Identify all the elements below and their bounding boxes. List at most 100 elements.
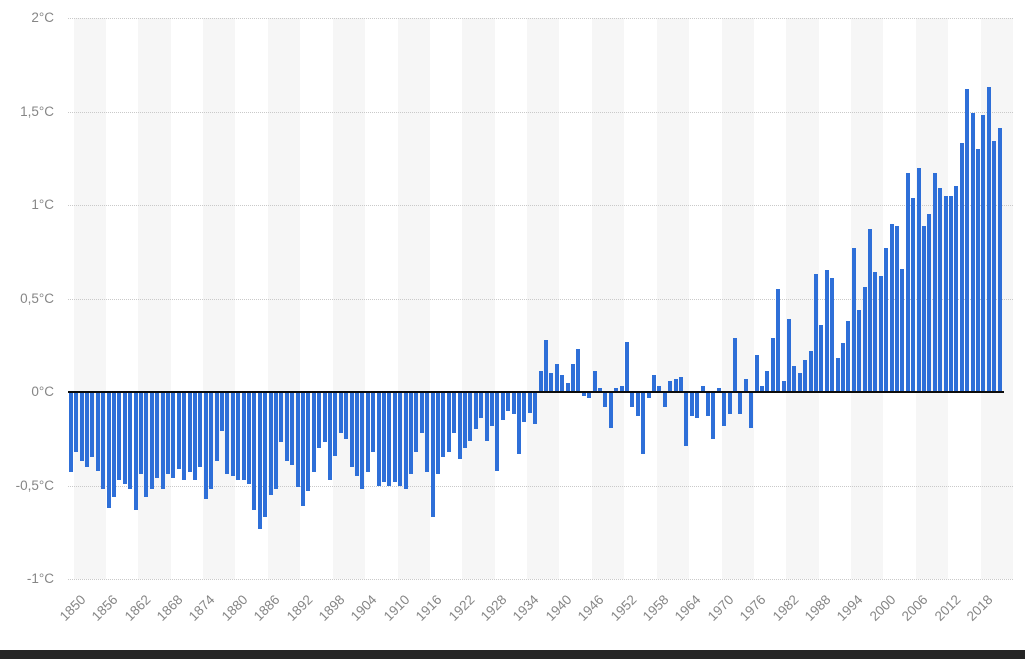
- bar-1925[interactable]: [473, 392, 478, 430]
- bar-1950[interactable]: [608, 392, 613, 428]
- bar-1904[interactable]: [360, 392, 365, 490]
- bar-1989[interactable]: [819, 324, 824, 392]
- bar-2019[interactable]: [981, 115, 986, 392]
- bar-1927[interactable]: [484, 392, 489, 441]
- bar-1944[interactable]: [576, 348, 581, 392]
- bar-1924[interactable]: [468, 392, 473, 441]
- bar-1876[interactable]: [209, 392, 214, 490]
- bar-1910[interactable]: [392, 392, 397, 482]
- bar-1953[interactable]: [624, 341, 629, 392]
- bar-1982[interactable]: [781, 380, 786, 392]
- bar-1929[interactable]: [495, 392, 500, 471]
- bar-2022[interactable]: [997, 128, 1002, 392]
- bar-2009[interactable]: [927, 214, 932, 392]
- bar-1968[interactable]: [705, 392, 710, 417]
- bar-2015[interactable]: [959, 143, 964, 392]
- bar-1854[interactable]: [90, 392, 95, 458]
- bar-2003[interactable]: [894, 225, 899, 392]
- bar-1930[interactable]: [500, 392, 505, 421]
- bar-1896[interactable]: [317, 392, 322, 449]
- bar-1889[interactable]: [279, 392, 284, 443]
- bar-2004[interactable]: [900, 268, 905, 392]
- bar-1928[interactable]: [489, 392, 494, 426]
- bar-1913[interactable]: [408, 392, 413, 475]
- bar-1882[interactable]: [241, 392, 246, 480]
- bar-1975[interactable]: [743, 378, 748, 392]
- bar-1998[interactable]: [867, 229, 872, 392]
- bar-1938[interactable]: [543, 339, 548, 392]
- bar-1879[interactable]: [225, 392, 230, 475]
- bar-1922[interactable]: [457, 392, 462, 460]
- bar-1999[interactable]: [873, 272, 878, 392]
- bar-1955[interactable]: [635, 392, 640, 417]
- bar-1940[interactable]: [554, 363, 559, 392]
- bar-1916[interactable]: [425, 392, 430, 473]
- bar-1880[interactable]: [230, 392, 235, 477]
- bar-1979[interactable]: [765, 371, 770, 392]
- bar-1902[interactable]: [349, 392, 354, 467]
- bar-1912[interactable]: [403, 392, 408, 490]
- bar-1969[interactable]: [711, 392, 716, 439]
- bar-1851[interactable]: [74, 392, 79, 452]
- bar-1937[interactable]: [538, 371, 543, 392]
- bar-1936[interactable]: [533, 392, 538, 424]
- bar-1973[interactable]: [732, 337, 737, 392]
- bar-1984[interactable]: [792, 365, 797, 392]
- bar-1888[interactable]: [273, 392, 278, 490]
- bar-1991[interactable]: [830, 277, 835, 392]
- bar-1897[interactable]: [322, 392, 327, 443]
- bar-1885[interactable]: [257, 392, 262, 529]
- bar-1954[interactable]: [630, 392, 635, 407]
- bar-1867[interactable]: [160, 392, 165, 490]
- bar-1958[interactable]: [651, 375, 656, 392]
- bar-1967[interactable]: [700, 386, 705, 392]
- bar-1883[interactable]: [246, 392, 251, 484]
- bar-1870[interactable]: [176, 392, 181, 469]
- bar-1890[interactable]: [284, 392, 289, 462]
- bar-2014[interactable]: [954, 186, 959, 392]
- bar-2016[interactable]: [965, 89, 970, 392]
- bar-1878[interactable]: [219, 392, 224, 432]
- bar-1941[interactable]: [560, 375, 565, 392]
- bar-1939[interactable]: [549, 373, 554, 392]
- bar-1917[interactable]: [430, 392, 435, 518]
- bar-1868[interactable]: [165, 392, 170, 475]
- bar-1905[interactable]: [365, 392, 370, 473]
- bar-2001[interactable]: [884, 248, 889, 392]
- bar-1933[interactable]: [516, 392, 521, 454]
- bar-1920[interactable]: [446, 392, 451, 452]
- bar-1918[interactable]: [435, 392, 440, 475]
- bar-1952[interactable]: [619, 386, 624, 392]
- bar-1886[interactable]: [263, 392, 268, 518]
- bar-1893[interactable]: [300, 392, 305, 507]
- bar-1943[interactable]: [570, 363, 575, 392]
- bar-1963[interactable]: [678, 377, 683, 392]
- bar-2018[interactable]: [975, 148, 980, 392]
- bar-2000[interactable]: [878, 276, 883, 392]
- bar-1865[interactable]: [149, 392, 154, 490]
- bar-1899[interactable]: [333, 392, 338, 456]
- bar-1992[interactable]: [835, 358, 840, 392]
- bar-1903[interactable]: [354, 392, 359, 477]
- bar-1866[interactable]: [155, 392, 160, 479]
- bar-1891[interactable]: [290, 392, 295, 465]
- bar-1949[interactable]: [603, 392, 608, 407]
- bar-1931[interactable]: [506, 392, 511, 411]
- bar-1884[interactable]: [252, 392, 257, 510]
- bar-1947[interactable]: [592, 371, 597, 392]
- bar-1965[interactable]: [689, 392, 694, 417]
- bar-1901[interactable]: [344, 392, 349, 439]
- bar-1961[interactable]: [668, 380, 673, 392]
- bar-1863[interactable]: [138, 392, 143, 475]
- bar-1864[interactable]: [144, 392, 149, 497]
- bar-1921[interactable]: [452, 392, 457, 434]
- bar-1995[interactable]: [851, 248, 856, 392]
- bar-1978[interactable]: [759, 386, 764, 392]
- bar-1907[interactable]: [376, 392, 381, 486]
- bar-1983[interactable]: [786, 319, 791, 392]
- bar-1877[interactable]: [214, 392, 219, 462]
- bar-1993[interactable]: [840, 343, 845, 392]
- bar-1964[interactable]: [684, 392, 689, 447]
- bar-1945[interactable]: [581, 392, 586, 396]
- bar-1909[interactable]: [387, 392, 392, 486]
